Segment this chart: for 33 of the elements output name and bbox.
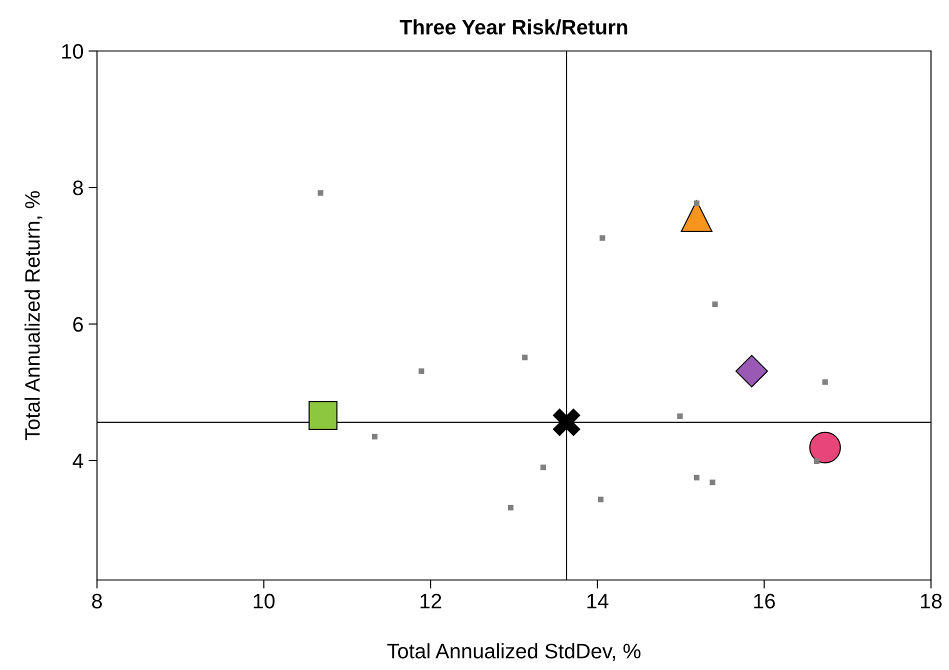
x-tick-label: 18 bbox=[921, 594, 942, 608]
y-tick-label: 6 bbox=[73, 317, 83, 332]
point bbox=[735, 354, 768, 388]
point bbox=[822, 379, 828, 385]
x-tick-label: 10 bbox=[254, 594, 275, 608]
point bbox=[598, 496, 604, 502]
point bbox=[372, 434, 378, 440]
y-tick-label: 10 bbox=[62, 44, 83, 59]
y-axis-title: Total Annualized Return, % bbox=[24, 191, 42, 440]
y-tick-label: 4 bbox=[72, 454, 84, 468]
x-axis-title: Total Annualized StdDev, % bbox=[387, 643, 640, 661]
point bbox=[677, 413, 683, 419]
point bbox=[522, 354, 528, 360]
point bbox=[814, 458, 820, 464]
point bbox=[318, 190, 324, 196]
point bbox=[712, 301, 718, 308]
point bbox=[418, 368, 424, 374]
point bbox=[552, 408, 580, 436]
point bbox=[540, 464, 546, 470]
x-tick-label: 14 bbox=[587, 594, 608, 608]
point bbox=[308, 401, 338, 430]
point bbox=[694, 200, 700, 206]
x-tick-label: 12 bbox=[420, 594, 442, 608]
point bbox=[600, 235, 606, 241]
point bbox=[809, 432, 841, 464]
point bbox=[694, 474, 700, 480]
x-tick-label: 8 bbox=[92, 594, 102, 608]
x-tick-label: 16 bbox=[754, 594, 775, 608]
point bbox=[710, 480, 716, 486]
chart-title: Three Year Risk/Return bbox=[400, 19, 628, 35]
point bbox=[680, 200, 712, 232]
point bbox=[508, 504, 514, 510]
y-tick-label: 8 bbox=[73, 180, 83, 196]
